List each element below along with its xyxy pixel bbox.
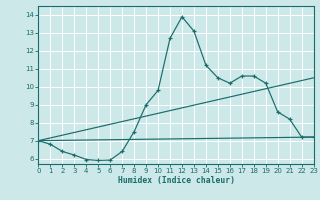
X-axis label: Humidex (Indice chaleur): Humidex (Indice chaleur) — [117, 176, 235, 185]
